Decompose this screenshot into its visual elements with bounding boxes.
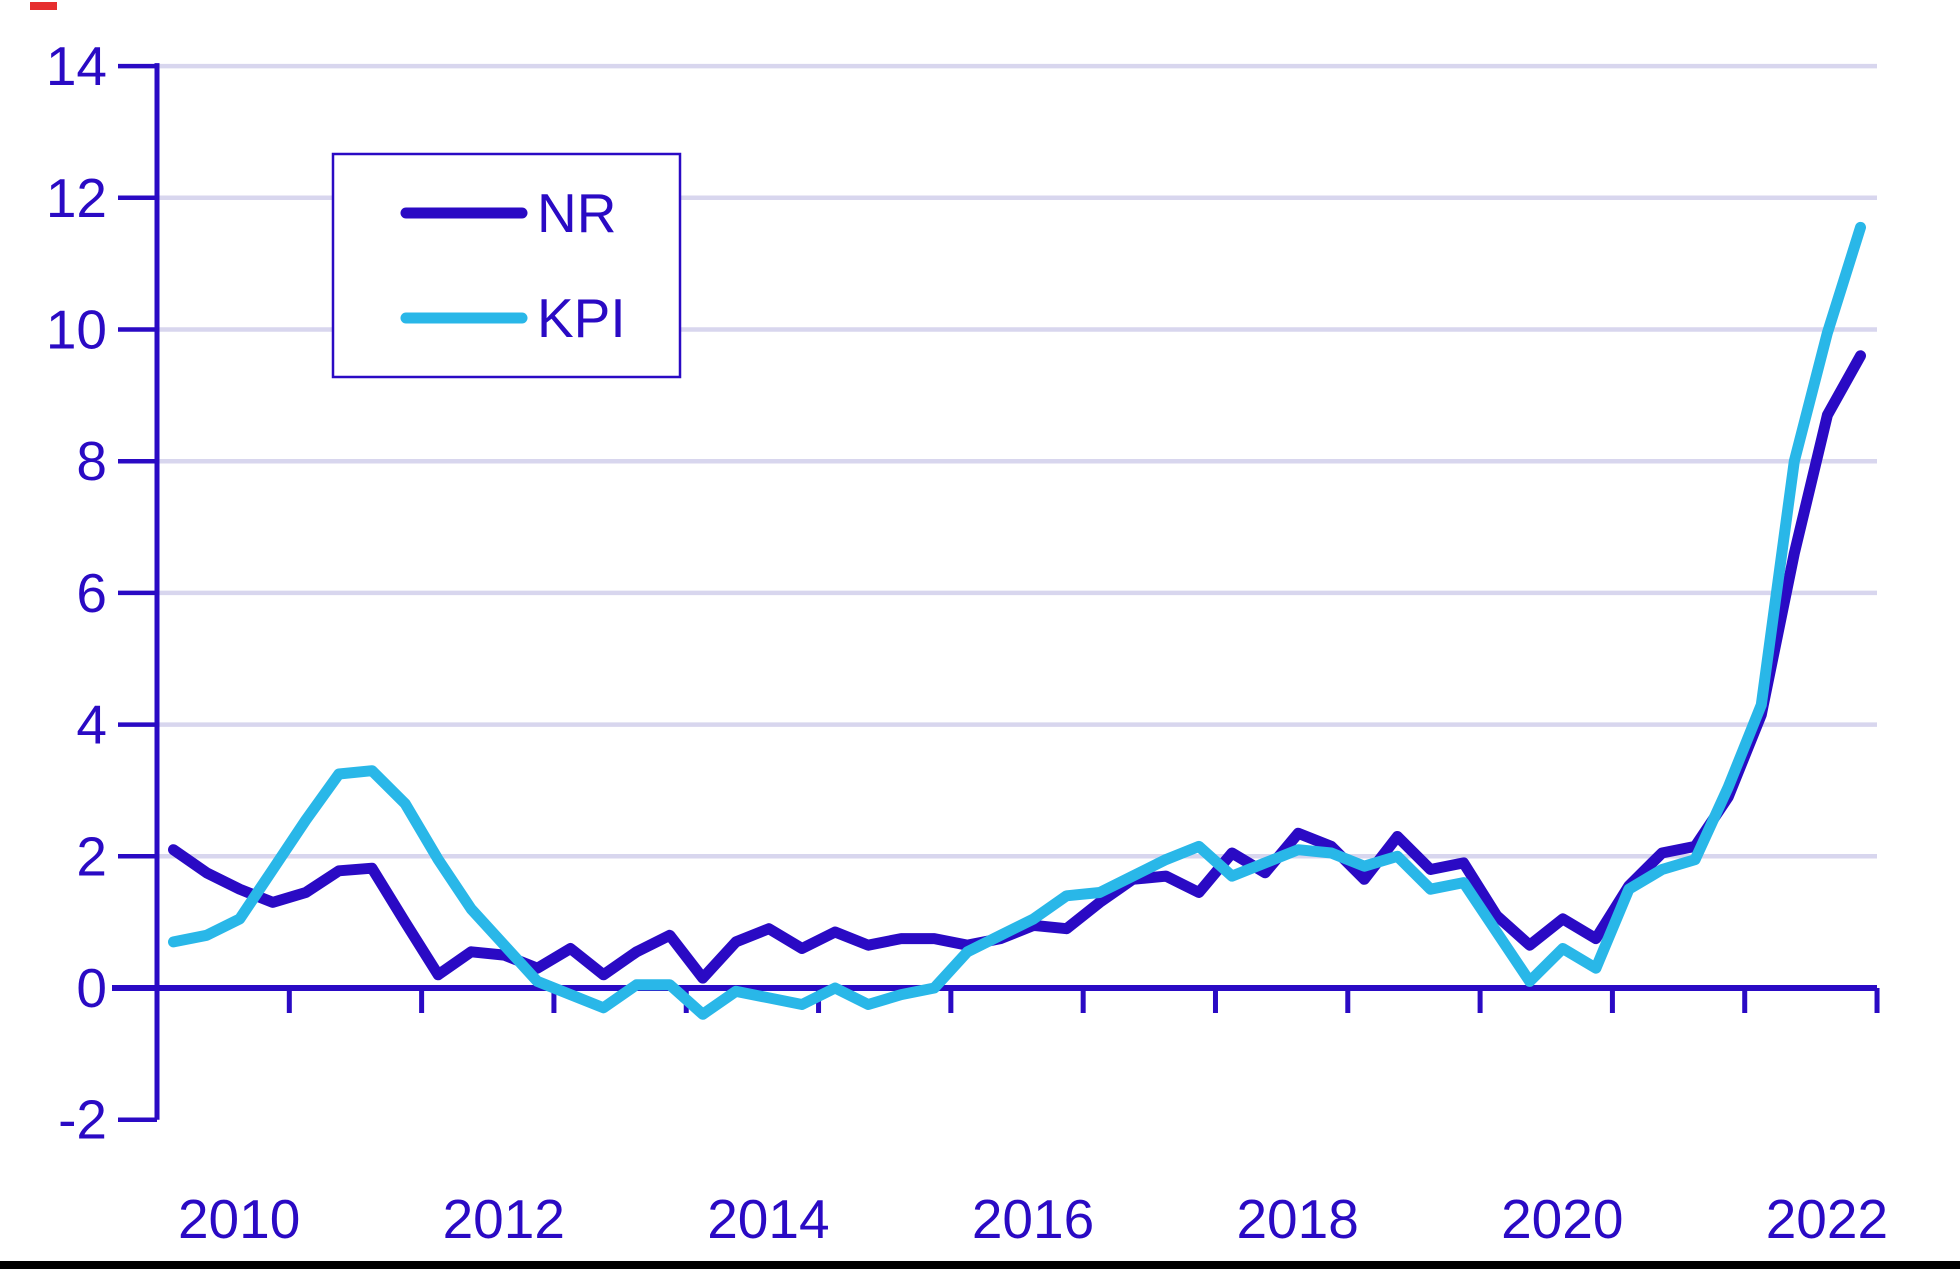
y-tick-label: 8 bbox=[76, 430, 107, 492]
x-tick-label: 2010 bbox=[178, 1188, 300, 1250]
y-tick-label: -2 bbox=[58, 1089, 107, 1151]
legend-box bbox=[331, 152, 682, 379]
legend-kpi-label: KPI bbox=[537, 287, 626, 349]
y-tick-label: 2 bbox=[76, 825, 107, 887]
y-tick-label: 6 bbox=[76, 562, 107, 624]
y-tick-label: 12 bbox=[46, 167, 107, 229]
x-tick-label: 2018 bbox=[1236, 1188, 1358, 1250]
kpi-series-line bbox=[168, 221, 1866, 1020]
x-tick-label: 2020 bbox=[1501, 1188, 1623, 1250]
y-tick-label: 10 bbox=[46, 299, 107, 361]
nr-series-line bbox=[168, 350, 1866, 984]
y-tick-label: 0 bbox=[76, 957, 107, 1019]
x-tick-label: 2012 bbox=[443, 1188, 565, 1250]
y-tick-labels: 14 12 10 8 6 4 2 0 -2 bbox=[46, 35, 107, 1151]
x-tick-label: 2014 bbox=[707, 1188, 829, 1250]
top-left-red-mark bbox=[30, 2, 57, 10]
legend: NR KPI bbox=[331, 152, 682, 379]
bottom-border-bar bbox=[0, 1261, 1960, 1269]
y-tick-label: 4 bbox=[76, 694, 107, 756]
x-tick-label: 2016 bbox=[972, 1188, 1094, 1250]
x-tick-label: 2022 bbox=[1766, 1188, 1888, 1250]
y-tick-label: 14 bbox=[46, 35, 107, 97]
legend-nr-label: NR bbox=[537, 182, 616, 244]
x-tick-labels: 2010 2012 2014 2016 2018 2020 2022 bbox=[178, 1188, 1888, 1250]
